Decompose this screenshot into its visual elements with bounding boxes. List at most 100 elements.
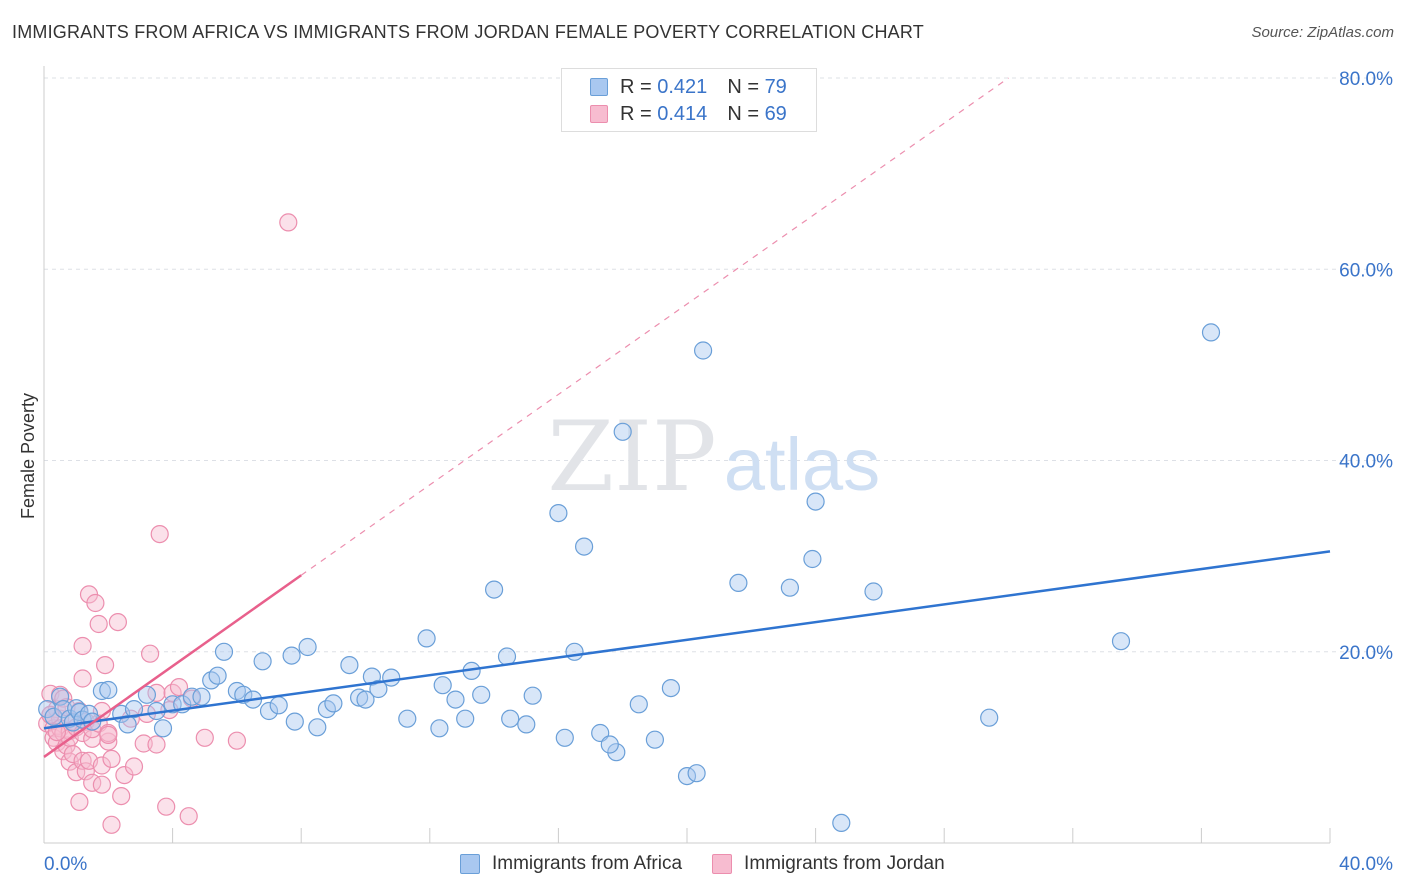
series-legend-jordan[interactable]: Immigrants from Jordan xyxy=(712,853,945,875)
africa-point xyxy=(92,681,112,701)
africa-point xyxy=(163,695,182,714)
africa-trend-line xyxy=(43,550,1331,730)
jordan-point xyxy=(63,744,83,764)
africa-point xyxy=(565,642,584,661)
series-legend-africa[interactable]: Immigrants from Africa xyxy=(460,853,682,875)
trend-lines xyxy=(43,77,1331,758)
jordan-point xyxy=(89,614,108,634)
africa-point xyxy=(417,629,436,648)
legend-row-africa: R = 0.421 N = 79 xyxy=(590,74,787,100)
jordan-point xyxy=(73,751,92,770)
watermark-atlas: atlas xyxy=(724,423,880,506)
jordan-point xyxy=(76,762,95,781)
africa-point xyxy=(517,715,536,734)
jordan-point xyxy=(157,797,176,816)
africa-point xyxy=(729,573,748,593)
jordan-trend-line xyxy=(43,574,302,758)
africa-point xyxy=(99,680,118,700)
grid-lines xyxy=(44,77,1392,653)
africa-point xyxy=(298,637,317,657)
legend-n-value-africa: 79 xyxy=(764,75,787,98)
africa-point xyxy=(137,685,156,704)
africa-point xyxy=(574,537,594,556)
legend-swatch-jordan xyxy=(590,105,608,123)
axis-labels: 20.0% 40.0% 60.0% 80.0% 0.0% 40.0% xyxy=(44,69,1393,875)
jordan-point xyxy=(112,786,131,806)
watermark: ZIP atlas xyxy=(547,401,880,513)
africa-point xyxy=(285,712,304,731)
jordan-point xyxy=(73,636,92,656)
africa-point xyxy=(645,730,665,749)
africa-point xyxy=(523,686,542,705)
jordan-point xyxy=(124,757,144,776)
jordan-point xyxy=(92,756,112,775)
y-tick-label: 20.0% xyxy=(1339,643,1393,664)
jordan-point xyxy=(227,731,246,750)
series-legend: Immigrants from Africa Immigrants from J… xyxy=(460,852,975,876)
africa-point xyxy=(549,503,568,523)
jordan-point xyxy=(195,728,214,747)
legend-r-value-jordan: 0.414 xyxy=(657,102,708,125)
africa-point xyxy=(806,492,825,511)
axes xyxy=(43,66,1331,844)
series-swatch-africa xyxy=(460,854,480,874)
source-label: Source: ZipAtlas.com xyxy=(1251,24,1394,41)
africa-point xyxy=(600,735,619,754)
africa-point xyxy=(356,690,375,709)
x-tick-label: 0.0% xyxy=(44,854,87,875)
africa-point xyxy=(282,646,301,665)
africa-point xyxy=(555,728,574,747)
legend-row-jordan: R = 0.414 N = 69 xyxy=(590,101,787,127)
jordan-point xyxy=(102,815,121,834)
africa-point xyxy=(832,813,851,833)
africa-point xyxy=(687,764,706,783)
jordan-point xyxy=(99,725,118,745)
y-tick-label: 60.0% xyxy=(1339,260,1393,281)
jordan-point xyxy=(141,644,160,663)
africa-point xyxy=(864,582,883,601)
jordan-point xyxy=(86,593,105,613)
jordan-point xyxy=(279,213,298,232)
watermark-zip: ZIP xyxy=(547,401,716,513)
africa-point xyxy=(324,694,343,713)
africa-point xyxy=(629,695,648,714)
africa-point xyxy=(1201,323,1221,342)
jordan-point xyxy=(70,792,89,812)
jordan-point xyxy=(92,775,112,794)
jordan-point xyxy=(147,735,166,754)
africa-point xyxy=(485,580,504,599)
africa-point xyxy=(497,647,517,666)
legend-n-value-jordan: 69 xyxy=(764,102,787,125)
africa-point xyxy=(1111,632,1131,651)
legend-r-value-africa: 0.421 xyxy=(657,75,708,98)
jordan-point xyxy=(67,763,86,782)
africa-point xyxy=(382,668,401,687)
africa-point xyxy=(456,709,475,728)
africa-point xyxy=(780,578,800,597)
africa-point xyxy=(253,652,272,671)
africa-point xyxy=(44,707,63,726)
y-tick-label: 80.0% xyxy=(1339,69,1393,90)
africa-point xyxy=(308,718,327,737)
africa-point xyxy=(192,687,211,706)
legend-r-label: R = xyxy=(620,102,652,125)
jordan-point xyxy=(150,524,169,544)
africa-point xyxy=(259,701,279,721)
legend-r-label: R = xyxy=(620,75,652,98)
y-tick-label: 40.0% xyxy=(1339,452,1393,473)
africa-point xyxy=(208,666,227,685)
series-label-jordan: Immigrants from Jordan xyxy=(744,853,945,874)
africa-point xyxy=(124,699,144,719)
africa-point xyxy=(214,642,234,661)
jordan-point xyxy=(73,669,92,688)
africa-point xyxy=(613,422,632,441)
jordan-point xyxy=(179,807,198,826)
jordan-point xyxy=(102,749,121,769)
jordan-point xyxy=(169,677,189,697)
africa-point xyxy=(803,549,822,569)
africa-point xyxy=(340,655,359,675)
africa-point xyxy=(430,719,449,738)
africa-point xyxy=(369,679,388,699)
legend-n-label: N = xyxy=(727,102,759,125)
